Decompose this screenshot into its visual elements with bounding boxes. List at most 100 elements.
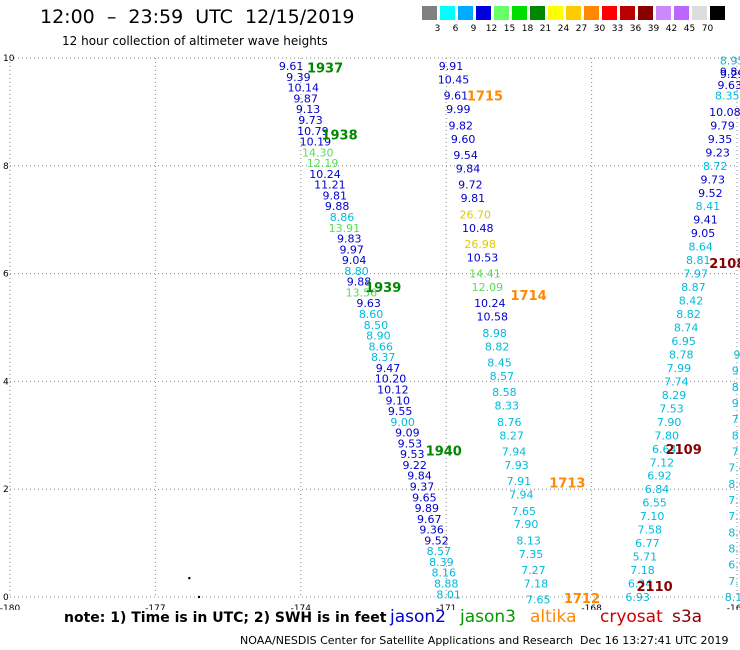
swh-value: 10.45: [438, 74, 470, 87]
swh-value: 10.14: [287, 82, 319, 95]
swh-value: 8.57: [427, 545, 452, 558]
legend-label: 12: [485, 24, 498, 34]
swh-value: 8.82: [676, 308, 701, 321]
swh-value: 9.84: [720, 65, 740, 78]
legend-swatch: [458, 6, 473, 20]
swh-value: 6.34: [628, 578, 653, 591]
legend-swatch: [530, 6, 545, 20]
swh-value: 13.91: [329, 222, 361, 235]
swh-value: 8.78: [669, 348, 694, 361]
legend-swatch: [602, 6, 617, 20]
swh-value: 7.2: [728, 510, 740, 523]
swh-value: 7.18: [524, 578, 549, 591]
swh-value: 10.79: [297, 125, 329, 138]
swh-value: 8.57: [490, 370, 515, 383]
swh-value: 6.92: [647, 470, 672, 483]
x-tick-label: -180: [0, 604, 20, 610]
swh-value: 8.90: [366, 330, 391, 343]
swh-value: 9.63: [717, 79, 740, 92]
swh-value: 13.56: [346, 286, 378, 299]
swh-value: 9.09: [395, 427, 420, 440]
swh-value: 8.13: [516, 534, 541, 547]
legend-label: 24: [557, 24, 570, 34]
legend-swatch: [494, 6, 509, 20]
swh-value: 8.80: [344, 265, 369, 278]
legend-swatch: [476, 6, 491, 20]
swh-value: 8.41: [696, 200, 721, 213]
swh-value: 9.55: [388, 405, 413, 418]
swh-value: 7.94: [502, 445, 527, 458]
y-tick-label: 2: [3, 485, 9, 495]
swh-value: 9.79: [710, 119, 735, 132]
legend-label: 3: [434, 24, 441, 34]
swh-value: 7.4: [728, 462, 740, 475]
swh-value: 8.42: [679, 295, 704, 308]
pass-time-label: 2110: [637, 580, 673, 595]
swh-value: 9.39: [286, 71, 311, 84]
y-tick-label: 8: [3, 162, 9, 172]
swh-value: 6.55: [642, 497, 667, 510]
y-tick-label: 6: [3, 270, 9, 280]
swh-value: 9.53: [398, 437, 423, 450]
swh-value: 9.41: [693, 214, 718, 227]
swh-value: 9.81: [461, 192, 486, 205]
swh-value: 9.73: [298, 114, 323, 127]
legend-swatch: [620, 6, 635, 20]
swh-value: 12.19: [307, 157, 339, 170]
wave-height-chart: 0246810-180-177-174-171-168-1659.619.391…: [0, 54, 740, 610]
swh-value: 7.27: [521, 564, 546, 577]
swh-value: 7.35: [519, 548, 544, 561]
swh-value: 7.93: [504, 459, 529, 472]
swh-value: 9.87: [293, 92, 318, 105]
pass-time-label: 1713: [549, 477, 585, 492]
swh-value: 8.29: [662, 389, 687, 402]
swh-value: 9.82: [448, 119, 473, 132]
swh-value: 9.04: [342, 254, 367, 267]
x-tick-label: -168: [581, 604, 602, 610]
swh-value: 9.99: [446, 103, 471, 116]
swh-value: 6.84: [645, 483, 670, 496]
swh-value: 8.: [732, 429, 740, 442]
pass-time-label: 1712: [564, 592, 600, 607]
pass-time-label: 1715: [467, 90, 503, 105]
swh-value: 6.93: [625, 591, 650, 604]
swh-value: 8.35: [715, 90, 740, 103]
swh-value: 7.65: [511, 505, 536, 518]
swh-value: 10.24: [309, 168, 341, 181]
legend-label: 21: [539, 24, 552, 34]
swh-value: 10.48: [462, 222, 494, 235]
pass-time-label: 2108: [709, 257, 740, 272]
point-marker: [188, 576, 191, 580]
legend-label: 6: [452, 24, 459, 34]
footer-note: note: 1) Time is in UTC; 2) SWH is in fe…: [64, 610, 387, 626]
swh-value: 9.65: [412, 491, 437, 504]
swh-value: 7.97: [684, 268, 709, 281]
legend-label: 30: [593, 24, 606, 34]
satellite-label-jason2: jason2: [390, 607, 446, 627]
x-tick-label: -165: [727, 604, 740, 610]
swh-value: 10.53: [467, 251, 499, 264]
swh-value: 8.16: [432, 567, 457, 580]
satellite-label-altika: altika: [530, 607, 577, 627]
x-tick-label: -177: [145, 604, 165, 610]
legend-swatch: [692, 6, 707, 20]
swh-value: 9.23: [705, 146, 730, 159]
swh-value: 8.72: [703, 160, 728, 173]
swh-value: 10.08: [709, 106, 740, 119]
swh-value: 10.58: [476, 311, 508, 324]
swh-value: 9.61: [444, 90, 469, 103]
swh-value: 6.77: [635, 537, 660, 550]
legend-label: 45: [683, 24, 696, 34]
legend-swatch: [548, 6, 563, 20]
swh-value: 10.19: [300, 136, 332, 149]
y-tick-label: 4: [3, 377, 9, 387]
swh-value: 7.: [732, 445, 740, 458]
legend-label: 36: [629, 24, 642, 34]
satellite-label-s3a: s3a: [672, 607, 703, 627]
swh-value: 9.67: [417, 513, 442, 526]
chart-subtitle: 12 hour collection of altimeter wave hei…: [62, 34, 328, 48]
swh-value: 9.47: [376, 362, 401, 375]
swh-value: 9.05: [691, 227, 716, 240]
swh-value: 7.: [732, 413, 740, 426]
pass-time-label: 1937: [307, 62, 343, 77]
